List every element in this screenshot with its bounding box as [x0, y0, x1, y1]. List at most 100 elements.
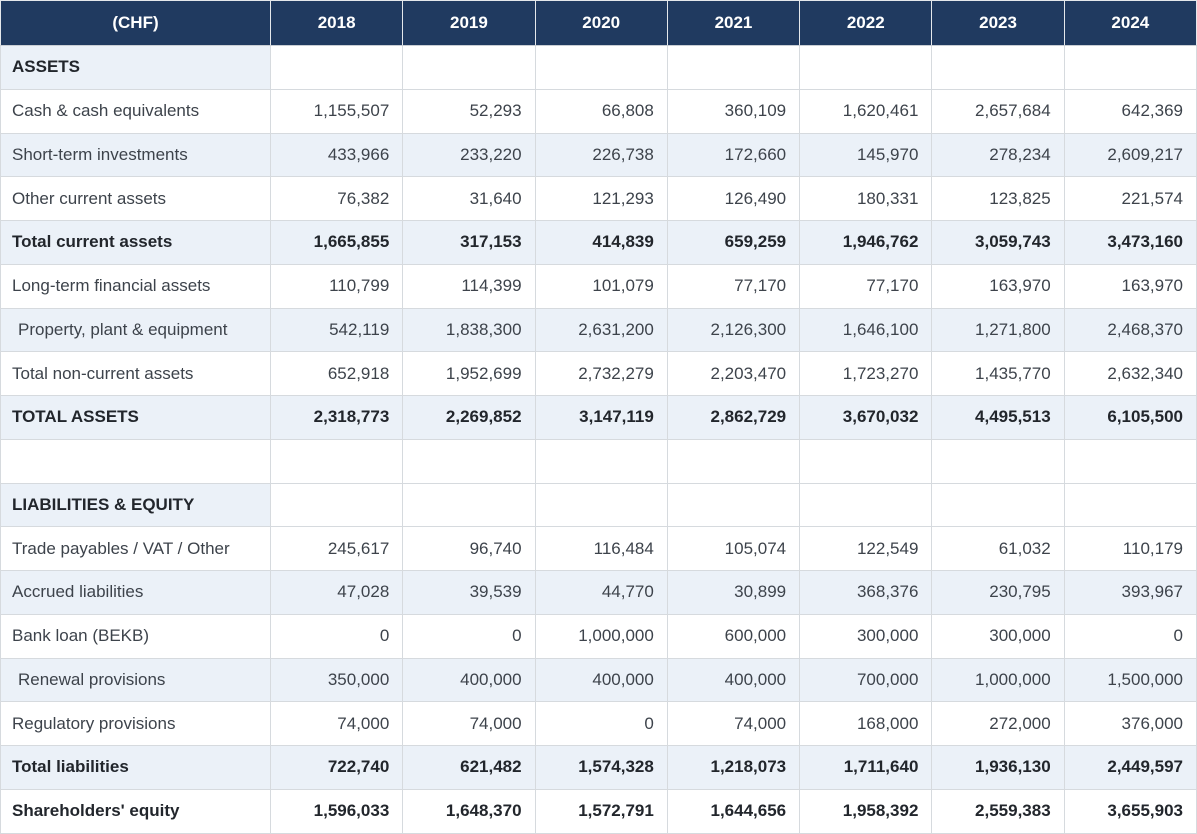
value-cell: 360,109 [666, 88, 801, 134]
value-cell: 1,946,762 [799, 220, 933, 265]
row-label: Total liabilities [0, 745, 271, 790]
data-row: Accrued liabilities 47,028 39,539 44,770 30,… [0, 570, 1197, 615]
value-cell: 1,500,000 [1063, 657, 1197, 703]
value-cell: 30,899 [666, 570, 801, 615]
value-cell: 76,382 [269, 176, 404, 221]
value-cell: 659,259 [666, 220, 801, 265]
value-cell: 1,646,100 [799, 307, 933, 353]
value-cell [402, 45, 536, 90]
value-cell: 233,220 [402, 132, 536, 178]
total-row: Total liabilities 722,740 621,482 1,574,328… [0, 745, 1197, 790]
total-row: Shareholders' equity 1,596,033 1,648,370 1,… [0, 788, 1197, 834]
year-header: 2018 [269, 0, 404, 46]
row-label: Total current assets [0, 220, 271, 265]
value-cell: 74,000 [666, 701, 801, 746]
value-cell: 39,539 [402, 570, 536, 615]
value-cell: 2,468,370 [1063, 307, 1197, 353]
year-header: 2022 [799, 0, 933, 46]
value-cell: 1,572,791 [534, 788, 668, 834]
data-row: Total non-current assets 652,918 1,952,699… [0, 351, 1197, 396]
value-cell: 2,862,729 [666, 395, 801, 440]
value-cell: 317,153 [402, 220, 536, 265]
value-cell: 700,000 [799, 657, 933, 703]
value-cell: 1,620,461 [799, 88, 933, 134]
value-cell [666, 482, 801, 528]
value-cell: 433,966 [269, 132, 404, 178]
value-cell: 47,028 [269, 570, 404, 615]
value-cell: 2,269,852 [402, 395, 536, 440]
value-cell: 621,482 [402, 745, 536, 790]
value-cell [666, 45, 801, 90]
value-cell: 230,795 [931, 570, 1065, 615]
data-row: Short-term investments 433,966 233,220 226,… [0, 132, 1197, 178]
value-cell: 44,770 [534, 570, 668, 615]
value-cell: 1,648,370 [402, 788, 536, 834]
value-cell [534, 45, 668, 90]
row-label: Cash & cash equivalents [0, 88, 271, 134]
value-cell: 376,000 [1063, 701, 1197, 746]
row-label [0, 438, 271, 484]
value-cell: 1,723,270 [799, 351, 933, 396]
year-header: 2020 [534, 0, 668, 46]
value-cell: 2,732,279 [534, 351, 668, 396]
value-cell [269, 45, 404, 90]
value-cell [799, 438, 933, 484]
value-cell: 1,574,328 [534, 745, 668, 790]
header-row: (CHF) 2018 2019 2020 2021 2022 2023 2024 [0, 0, 1197, 46]
value-cell: 110,179 [1063, 526, 1197, 571]
year-header: 2023 [931, 0, 1065, 46]
row-label: Regulatory provisions [0, 701, 271, 746]
value-cell: 400,000 [666, 657, 801, 703]
value-cell [534, 438, 668, 484]
value-cell: 2,203,470 [666, 351, 801, 396]
value-cell: 123,825 [931, 176, 1065, 221]
value-cell: 77,170 [666, 263, 801, 309]
value-cell: 1,936,130 [931, 745, 1065, 790]
value-cell: 105,074 [666, 526, 801, 571]
value-cell [1063, 482, 1197, 528]
row-label: Other current assets [0, 176, 271, 221]
value-cell: 1,000,000 [931, 657, 1065, 703]
value-cell: 542,119 [269, 307, 404, 353]
spacer-row [0, 438, 1197, 484]
value-cell: 101,079 [534, 263, 668, 309]
value-cell: 1,958,392 [799, 788, 933, 834]
year-header: 2019 [402, 0, 536, 46]
value-cell [931, 45, 1065, 90]
value-cell: 145,970 [799, 132, 933, 178]
row-label: Property, plant & equipment [0, 307, 271, 353]
value-cell: 6,105,500 [1063, 395, 1197, 440]
value-cell: 300,000 [799, 613, 933, 659]
row-label: Total non-current assets [0, 351, 271, 396]
row-label: Renewal provisions [0, 657, 271, 703]
unit-header: (CHF) [0, 0, 271, 46]
value-cell: 31,640 [402, 176, 536, 221]
section-row: ASSETS [0, 45, 1197, 90]
value-cell: 110,799 [269, 263, 404, 309]
value-cell: 400,000 [534, 657, 668, 703]
row-label: Bank loan (BEKB) [0, 613, 271, 659]
value-cell [799, 482, 933, 528]
value-cell [666, 438, 801, 484]
value-cell: 1,952,699 [402, 351, 536, 396]
value-cell: 2,657,684 [931, 88, 1065, 134]
year-header: 2021 [666, 0, 801, 46]
value-cell: 1,644,656 [666, 788, 801, 834]
total-row: TOTAL ASSETS 2,318,773 2,269,852 3,147,119 2… [0, 395, 1197, 440]
value-cell: 121,293 [534, 176, 668, 221]
value-cell: 2,609,217 [1063, 132, 1197, 178]
value-cell: 180,331 [799, 176, 933, 221]
value-cell: 226,738 [534, 132, 668, 178]
data-row: Renewal provisions 350,000 400,000 400,000 4… [0, 657, 1197, 703]
value-cell: 1,155,507 [269, 88, 404, 134]
value-cell: 1,711,640 [799, 745, 933, 790]
value-cell: 2,559,383 [931, 788, 1065, 834]
data-row: Regulatory provisions 74,000 74,000 0 74,000… [0, 701, 1197, 746]
row-label: ASSETS [0, 45, 271, 90]
value-cell: 3,059,743 [931, 220, 1065, 265]
value-cell: 66,808 [534, 88, 668, 134]
value-cell: 168,000 [799, 701, 933, 746]
value-cell: 722,740 [269, 745, 404, 790]
value-cell: 126,490 [666, 176, 801, 221]
value-cell: 368,376 [799, 570, 933, 615]
